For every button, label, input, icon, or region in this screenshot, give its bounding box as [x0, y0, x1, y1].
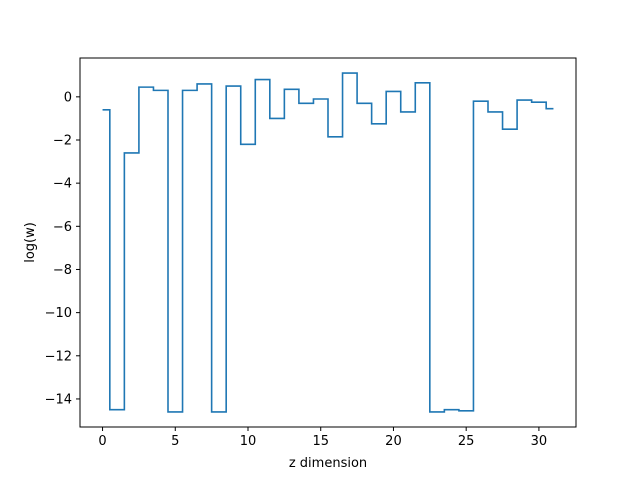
- y-tick-label: −2: [53, 134, 72, 149]
- y-tick-label: 0: [64, 90, 72, 105]
- y-tick-label: −4: [53, 177, 72, 192]
- y-tick-label: −8: [53, 263, 72, 278]
- y-tick-label: −12: [45, 349, 72, 364]
- y-tick-label: −6: [53, 220, 72, 235]
- y-axis-label: log(w): [23, 222, 38, 263]
- x-tick-label: 5: [171, 434, 179, 449]
- x-axis-label: z dimension: [289, 456, 367, 471]
- series-line-0: [102, 72, 554, 413]
- y-axis: −14 −12 −10 −8 −6 −4 −2 0: [45, 90, 80, 407]
- x-tick-label: 10: [240, 434, 257, 449]
- x-tick-label: 30: [531, 434, 548, 449]
- x-tick-label: 15: [312, 434, 329, 449]
- x-tick-label: 20: [385, 434, 402, 449]
- series-layer: [102, 72, 554, 413]
- x-axis: 0 5 10 15 20 25 30: [98, 427, 547, 449]
- plot-frame: [79, 57, 577, 428]
- y-tick-label: −14: [45, 392, 72, 407]
- x-tick-label: 0: [98, 434, 106, 449]
- y-tick-label: −10: [45, 306, 72, 321]
- x-tick-label: 25: [458, 434, 475, 449]
